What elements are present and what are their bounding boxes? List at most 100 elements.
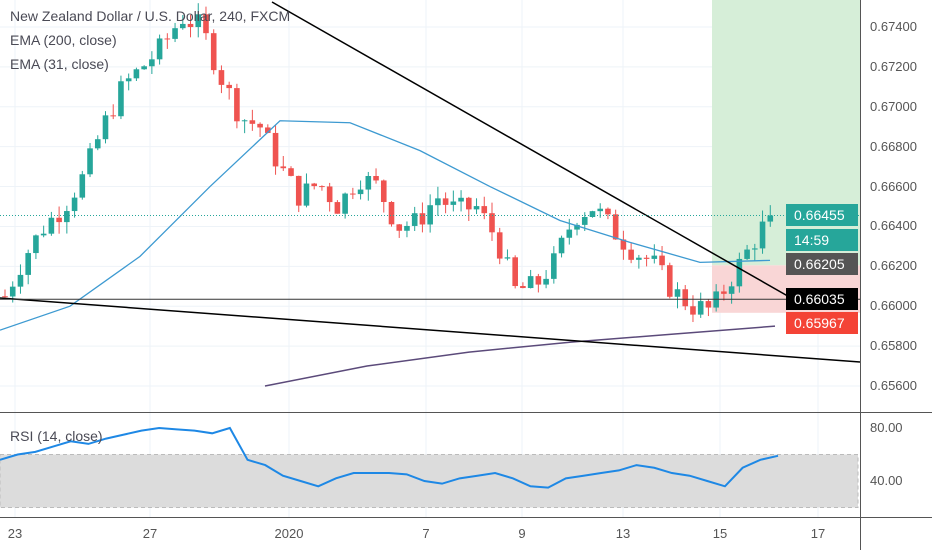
candle-up [527, 276, 534, 289]
candle-up [473, 206, 480, 210]
candle-down [388, 202, 395, 225]
candle-up [697, 301, 704, 315]
candle-down [690, 306, 696, 315]
candle-down [257, 123, 263, 128]
candle-down [396, 224, 403, 231]
candle-up [79, 174, 86, 198]
candle-up [48, 217, 55, 234]
candle-down [380, 180, 387, 203]
time-tick-label: 23 [7, 526, 23, 541]
ema31-legend[interactable]: EMA (31, close) [10, 56, 109, 72]
candle-down [512, 257, 518, 287]
price-tick-label: 0.66600 [870, 178, 917, 194]
ema200-legend[interactable]: EMA (200, close) [10, 32, 117, 48]
lower-trendline [0, 297, 861, 363]
candle-down [272, 132, 279, 167]
candle-down [334, 202, 341, 214]
candle-up [87, 148, 93, 175]
candle-down [721, 291, 727, 294]
candle-up [179, 23, 186, 29]
candle-up [597, 208, 604, 212]
candle-up [574, 224, 580, 230]
ema31-line [0, 120, 771, 331]
candle-up [728, 286, 735, 294]
candle-up [581, 216, 588, 225]
candle-up [71, 197, 78, 212]
candle-up [651, 255, 658, 259]
candle-down [288, 168, 294, 176]
candle-down [164, 38, 171, 40]
candle-down [326, 186, 333, 203]
candle-up [141, 66, 147, 70]
candle-up [674, 289, 681, 297]
candle-up [17, 274, 24, 287]
candle-up [195, 14, 202, 28]
stop-price-tag: 0.65967 [786, 312, 858, 334]
countdown-tag: 14:59 [786, 229, 858, 251]
time-tick-label: 13 [615, 526, 631, 541]
candle-up [94, 139, 101, 149]
candle-up [543, 278, 549, 285]
candle-down [350, 193, 356, 195]
candle-down [249, 120, 256, 124]
candle-down [226, 84, 232, 89]
time-tick-label: 7 [422, 526, 430, 541]
candle-down [481, 206, 488, 214]
candle-up [64, 211, 70, 223]
time-tick-label: 17 [810, 526, 826, 541]
candle-up [25, 253, 31, 275]
price-tick-label: 0.66400 [870, 218, 917, 234]
rsi-tick-label: 80.00 [870, 420, 903, 435]
time-tick-label: 9 [518, 526, 526, 541]
candle-up [342, 193, 348, 214]
symbol-title: New Zealand Dollar / U.S. Dollar, 240, F… [10, 8, 291, 24]
candle-up [33, 235, 39, 254]
candle-up [767, 215, 774, 222]
price-tick-label: 0.67000 [870, 98, 917, 114]
candle-up [551, 253, 557, 279]
candle-up [458, 197, 464, 202]
candle-up [172, 28, 178, 39]
candle-up [357, 189, 364, 195]
candle-down [203, 14, 209, 34]
candle-up [125, 78, 132, 82]
price-tick-label: 0.66000 [870, 298, 917, 314]
candle-up [118, 81, 124, 117]
candle-up [752, 248, 758, 250]
candle-down [605, 208, 611, 215]
rsi-legend[interactable]: RSI (14, close) [10, 428, 103, 444]
rsi-line [0, 426, 779, 489]
candle-down [295, 175, 302, 206]
candle-down [311, 183, 317, 187]
candle-up [427, 205, 433, 225]
candle-down [643, 257, 650, 259]
candle-up [241, 120, 248, 122]
candle-up [736, 258, 743, 287]
candle-up [149, 59, 155, 67]
candle-down [535, 276, 542, 285]
candle-up [759, 221, 766, 249]
candle-up [40, 233, 47, 236]
price-tick-label: 0.65600 [870, 377, 917, 393]
last-price-tag: 0.66455 [786, 204, 858, 226]
candle-up [450, 201, 457, 205]
price-tick-label: 0.67200 [870, 58, 917, 74]
price-tick-label: 0.66200 [870, 258, 917, 274]
candle-down [496, 232, 503, 259]
candle-down [319, 186, 325, 188]
rsi-tick-label: 40.00 [870, 473, 903, 488]
candle-down [2, 296, 8, 298]
candle-down [666, 265, 673, 297]
candle-up [504, 257, 511, 259]
candle-down [265, 127, 271, 133]
candle-up [102, 115, 109, 140]
candle-down [620, 239, 627, 250]
candle-down [659, 255, 665, 266]
candle-down [234, 88, 240, 122]
candle-up [365, 176, 372, 190]
price-tick-label: 0.65800 [870, 338, 917, 354]
candle-down [218, 70, 225, 85]
candle-up [744, 249, 750, 259]
